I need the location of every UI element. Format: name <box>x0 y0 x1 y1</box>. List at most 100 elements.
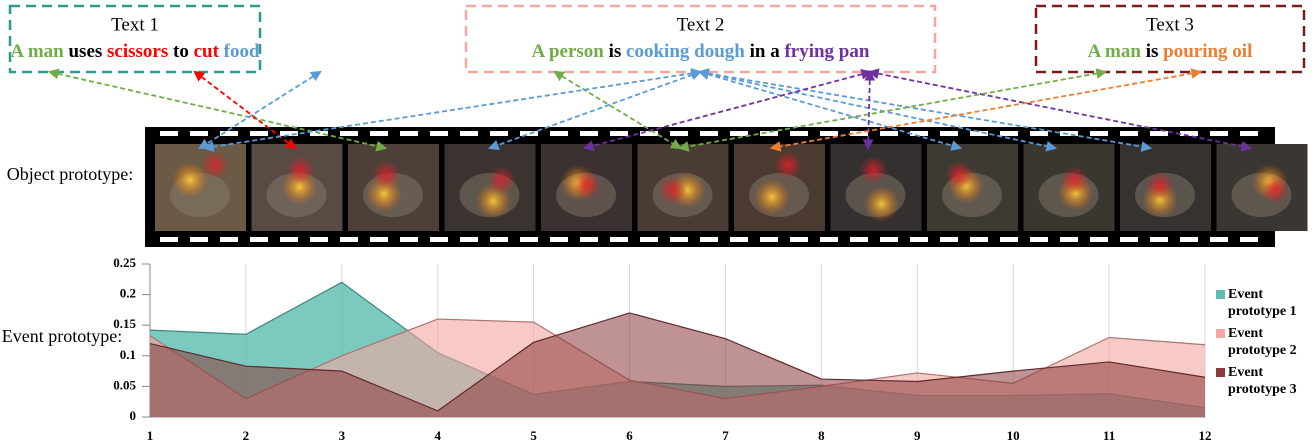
heat-spot <box>372 161 400 189</box>
event-label: Event prototype: <box>2 326 122 346</box>
word: A man <box>1088 41 1142 62</box>
legend-entry: Event prototype 1 <box>1228 286 1314 320</box>
sprocket <box>340 131 358 136</box>
sentence: A man is pouring oil <box>1088 41 1253 62</box>
sprocket <box>220 237 238 242</box>
sprocket <box>790 237 808 242</box>
word: in a <box>745 41 785 62</box>
sprocket <box>1150 131 1168 136</box>
sprocket <box>430 131 448 136</box>
legend-swatch <box>1216 290 1225 299</box>
legend-label: Event prototype 2 <box>1228 326 1297 358</box>
word: cut <box>194 41 220 62</box>
figure: Object prototype: Event prototype: Text … <box>0 0 1315 446</box>
sprocket <box>940 131 958 136</box>
x-tick-label: 11 <box>1103 428 1115 443</box>
x-tick-label: 9 <box>914 428 921 443</box>
sprocket <box>1210 131 1228 136</box>
word: food <box>219 41 260 62</box>
heat-spot <box>860 156 888 184</box>
sprocket <box>820 237 838 242</box>
sprocket <box>610 237 628 242</box>
word: to <box>168 41 193 62</box>
legend-entry: Event prototype 3 <box>1228 364 1314 398</box>
sentence: A man uses scissors to cut food <box>10 41 260 62</box>
legend-label: Event prototype 3 <box>1228 365 1297 397</box>
legend-entry: Event prototype 2 <box>1228 325 1314 359</box>
sprocket <box>580 237 598 242</box>
heat-spot <box>488 166 516 194</box>
sprocket <box>580 131 598 136</box>
sprocket <box>190 237 208 242</box>
word: pouring oil <box>1163 41 1252 62</box>
x-tick-label: 4 <box>434 428 441 443</box>
sprocket <box>430 237 448 242</box>
sprocket <box>880 237 898 242</box>
sprocket <box>160 237 178 242</box>
heat-spot <box>1061 166 1089 194</box>
x-tick-label: 8 <box>818 428 825 443</box>
y-tick-label: 0.25 <box>113 255 136 270</box>
sprocket <box>190 131 208 136</box>
sprocket <box>1210 237 1228 242</box>
sprocket <box>970 237 988 242</box>
legend-label: Event prototype 1 <box>1228 287 1297 319</box>
sprocket <box>1180 131 1198 136</box>
legend-swatch <box>1216 329 1225 338</box>
heat-spot <box>774 151 802 179</box>
sprocket <box>640 237 658 242</box>
sprocket <box>250 131 268 136</box>
text-title: Text 2 <box>677 14 725 35</box>
y-tick-label: 0.2 <box>120 286 136 301</box>
object-label: Object prototype: <box>7 164 133 184</box>
sprocket <box>1180 237 1198 242</box>
x-tick-label: 2 <box>243 428 250 443</box>
sprocket <box>1120 131 1138 136</box>
y-tick-label: 0.1 <box>120 347 136 362</box>
heat-spot <box>287 156 315 184</box>
sprocket <box>760 237 778 242</box>
sprocket <box>490 237 508 242</box>
sprocket <box>880 131 898 136</box>
heat-spot <box>754 179 790 215</box>
sprocket <box>1090 131 1108 136</box>
sprocket <box>400 237 418 242</box>
sprocket <box>1000 237 1018 242</box>
heat-spot <box>1262 176 1290 204</box>
sprocket <box>520 237 538 242</box>
sprocket <box>550 237 568 242</box>
sprocket <box>730 131 748 136</box>
sprocket <box>1150 237 1168 242</box>
y-tick-label: 0.15 <box>113 316 136 331</box>
word: A person <box>532 41 605 62</box>
sentence: A person is cooking dough in a frying pa… <box>532 41 870 62</box>
sprocket <box>1090 237 1108 242</box>
sprocket <box>910 237 928 242</box>
word: uses <box>64 41 107 62</box>
x-tick-label: 1 <box>147 428 154 443</box>
heat-spot <box>864 186 900 222</box>
sprocket <box>310 237 328 242</box>
text-title: Text 1 <box>111 14 159 35</box>
sprocket <box>1000 131 1018 136</box>
sprocket <box>820 131 838 136</box>
sprocket <box>1240 131 1258 136</box>
sprocket <box>400 131 418 136</box>
word: frying pan <box>784 41 869 62</box>
text-title: Text 3 <box>1146 14 1194 35</box>
sprocket <box>700 237 718 242</box>
sprocket <box>700 131 718 136</box>
x-tick-label: 12 <box>1199 428 1212 443</box>
sprocket <box>1030 131 1048 136</box>
sprocket <box>340 237 358 242</box>
heat-spot <box>659 176 687 204</box>
heat-spot <box>945 161 973 189</box>
x-tick-label: 7 <box>722 428 729 443</box>
word: A man <box>10 41 64 62</box>
sprocket <box>370 131 388 136</box>
sprocket <box>610 131 628 136</box>
sprocket <box>460 131 478 136</box>
word: cooking dough <box>626 41 745 62</box>
legend-swatch <box>1216 368 1225 377</box>
heat-spot <box>1146 171 1174 199</box>
